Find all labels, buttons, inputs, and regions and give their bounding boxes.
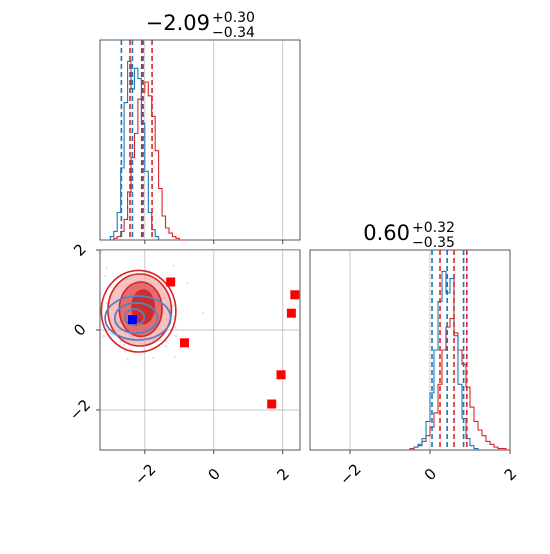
param2-title-sub: −0.35 [412, 235, 455, 251]
red-marker [166, 277, 176, 287]
hist1-blue-series [109, 60, 160, 240]
sample-point [96, 312, 98, 314]
blue-marker [127, 315, 137, 325]
sample-point [96, 325, 98, 327]
red-marker [267, 399, 277, 409]
sample-point [165, 340, 168, 343]
hist1-panel: −2.09 +0.30 −0.34 [99, 10, 301, 244]
hist1-ticks [144, 240, 284, 244]
hist1-histograms [109, 60, 187, 241]
joint-panel: −2 0 2 −2 0 2 [66, 240, 301, 489]
hist1-grid [144, 40, 284, 240]
hist2-histograms [409, 270, 510, 451]
hist1-axes-frame [99, 39, 301, 241]
red-contour-level [100, 269, 177, 353]
red-marker [290, 290, 300, 300]
sample-point [103, 274, 107, 277]
hist1-red-series [113, 81, 187, 241]
hist2-quantile-lines [431, 250, 468, 450]
x-tick-label: −2 [131, 460, 159, 488]
param1-title-sup: +0.30 [212, 10, 255, 26]
sample-point [100, 250, 103, 253]
blue-contour-level [123, 308, 146, 327]
blue-contour-level [104, 295, 172, 341]
x-tick-label: 2 [273, 465, 292, 484]
sample-point [110, 332, 113, 335]
hist2-axes-frame [309, 249, 511, 451]
param2-title: 0.60 [363, 221, 410, 245]
sample-point [119, 340, 122, 343]
sample-point [105, 301, 108, 305]
red-contour-level [131, 289, 155, 325]
sample-point [152, 356, 155, 360]
sample-point [186, 282, 189, 285]
param2-title-value: 0.60 [363, 221, 410, 245]
sample-point [88, 379, 90, 381]
param2-title-sup: +0.32 [412, 220, 455, 236]
sample-point [165, 345, 168, 348]
x-tick-label: 2 [501, 465, 520, 484]
x-tick-label: 0 [205, 465, 224, 484]
red-marker [276, 370, 286, 380]
param1-title: −2.09 [146, 11, 210, 35]
hist1-quantile-lines [120, 40, 153, 240]
x-tick-label: 0 [421, 465, 440, 484]
joint-blue-contours [104, 295, 172, 341]
sample-point [172, 264, 175, 267]
blue-contour-level [113, 301, 159, 335]
y-tick-label: 0 [70, 320, 89, 339]
sample-point [102, 335, 105, 338]
red-marker [179, 338, 189, 348]
param1-title-sub: −0.34 [212, 25, 255, 41]
x-tick-label: −2 [336, 460, 364, 488]
sample-point [175, 334, 178, 338]
hist2-blue-series [413, 270, 479, 450]
param1-title-value: −2.09 [146, 11, 210, 35]
joint-markers [127, 277, 300, 409]
sample-point [172, 315, 175, 318]
sample-point [174, 326, 177, 329]
sample-point [123, 350, 127, 353]
sample-point [174, 355, 177, 358]
red-marker [286, 308, 296, 318]
sample-point [126, 358, 129, 361]
sample-point [171, 304, 174, 307]
sample-point [202, 312, 205, 315]
hist2-panel: −2 0 2 0.60 +0.32 −0.35 [309, 220, 520, 489]
y-tick-label: −2 [66, 396, 94, 424]
sample-point [123, 344, 126, 347]
y-tick-label: 2 [70, 240, 89, 259]
sample-point [105, 266, 108, 269]
hist2-grid [349, 250, 431, 450]
hist2-ticks: −2 0 2 [336, 450, 520, 489]
